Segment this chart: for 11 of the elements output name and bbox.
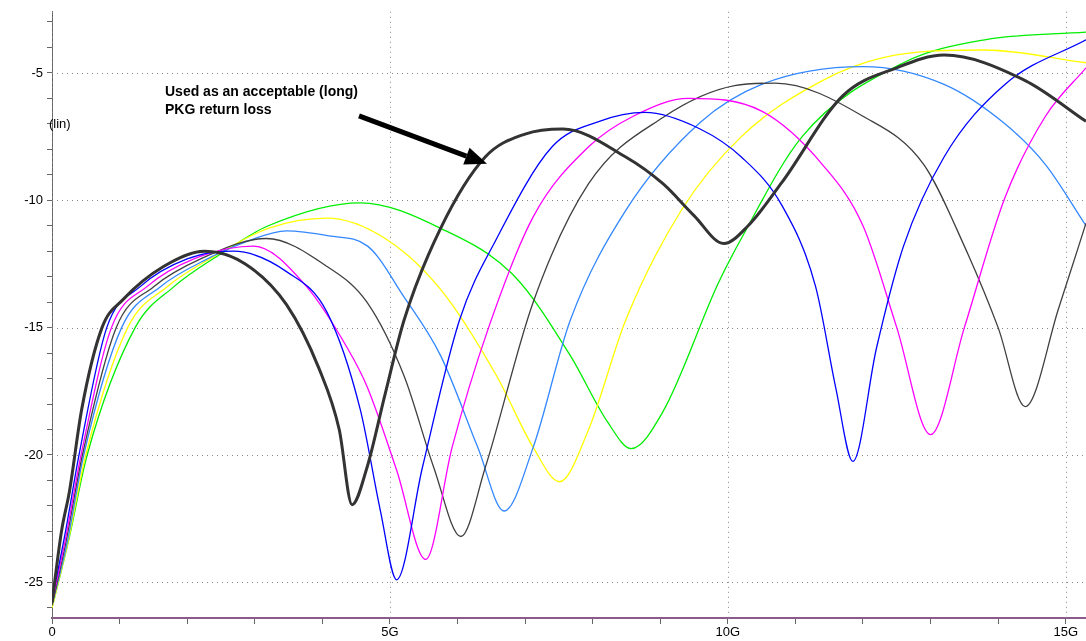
y-tick-label: -15 [24, 319, 43, 335]
x-tick-label: 0 [48, 624, 56, 640]
x-tick-label: 15G [1053, 624, 1079, 640]
y-tick-label: -20 [24, 446, 43, 462]
annotation: Used as an acceptable (long) PKG return loss [165, 81, 359, 118]
y-tick-label: -5 [31, 64, 43, 80]
y-tick-label: -25 [24, 573, 43, 589]
x-tick-label: 5G [381, 624, 399, 640]
y-tick-label: -10 [24, 191, 43, 207]
x-tick-label: 10G [715, 624, 741, 640]
y-axis-title: (lin) [49, 115, 71, 131]
